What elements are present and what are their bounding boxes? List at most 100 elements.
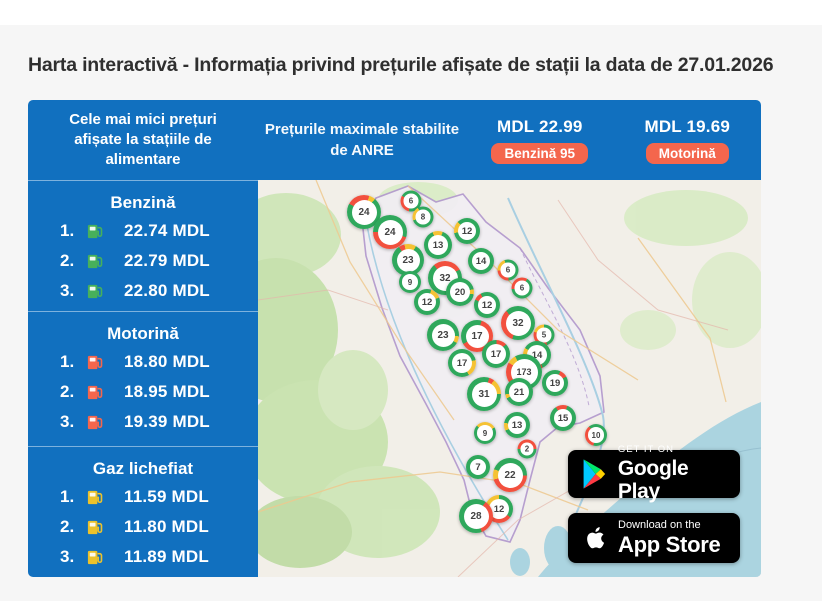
panel-header: Cele mai mici prețuri afișate la stațiil… [28, 100, 761, 180]
max-price-benzina-label: Benzină 95 [491, 142, 589, 164]
cluster-count: 23 [437, 329, 449, 341]
fuel-price-panel: Cele mai mici prețuri afișate la stațiil… [28, 100, 761, 577]
interactive-map[interactable]: 24 6 8 24 12 13 23 14 6 32 9 20 6 12 12 32 23 17 5 17 14 17 17… [258, 180, 761, 577]
station-cluster-marker[interactable]: 32 [501, 306, 535, 340]
cluster-count: 5 [541, 330, 547, 340]
station-cluster-marker[interactable]: 9 [399, 271, 421, 293]
price-value: 22.74 MDL [124, 221, 210, 240]
cluster-count: 9 [407, 277, 413, 287]
cluster-count: 31 [478, 388, 490, 400]
cluster-count: 12 [421, 296, 433, 308]
station-cluster-marker[interactable]: 17 [448, 349, 476, 377]
anre-max-prices-title: Prețurile maximale stabilite de ANRE [264, 121, 460, 159]
station-cluster-marker[interactable]: 24 [373, 215, 407, 249]
google-play-icon [583, 459, 606, 489]
fuel-pump-red-icon [87, 415, 103, 429]
fuel-pump-yellow-icon [87, 520, 103, 534]
cluster-count: 17 [490, 348, 502, 360]
station-cluster-marker[interactable]: 23 [427, 319, 459, 351]
cluster-count: 23 [402, 254, 414, 266]
station-cluster-marker[interactable]: 17 [482, 340, 510, 368]
station-cluster-marker[interactable]: 8 [412, 206, 434, 228]
station-cluster-marker[interactable]: 13 [504, 412, 530, 438]
station-cluster-marker[interactable]: 17 [461, 320, 493, 352]
station-cluster-marker[interactable]: 28 [459, 499, 493, 533]
rank-label: 1. [60, 352, 75, 371]
rank-label: 1. [60, 487, 75, 506]
lowest-price-row: 2. 11.80 MDL [28, 512, 258, 542]
fuel-pump-red-icon [87, 385, 103, 399]
station-cluster-marker[interactable]: 6 [511, 277, 533, 299]
station-cluster-marker[interactable]: 6 [497, 259, 519, 281]
app-store-badge[interactable]: Download on the App Store [568, 513, 740, 563]
price-value: 22.79 MDL [124, 251, 210, 270]
sidebar-section-motorina: Motorină 1. 18.80 MDL 2. 18.95 MDL 3. [28, 311, 258, 446]
station-cluster-marker[interactable]: 6 [400, 190, 422, 212]
lowest-prices-sidebar: Benzină 1. 22.74 MDL 2. 22.79 MDL 3. [28, 180, 258, 577]
fuel-pump-green-icon [87, 254, 103, 268]
cluster-count: 12 [493, 503, 505, 515]
cluster-count: 10 [591, 430, 601, 440]
station-cluster-marker[interactable]: 12 [474, 292, 500, 318]
price-value: 22.80 MDL [124, 281, 210, 300]
fuel-type-title: Benzină [110, 193, 176, 212]
cluster-count: 7 [475, 461, 481, 473]
apple-icon [587, 527, 605, 549]
rank-label: 2. [60, 517, 75, 536]
price-value: 11.89 MDL [124, 547, 209, 566]
station-cluster-marker[interactable]: 7 [466, 455, 490, 479]
station-cluster-marker[interactable]: 13 [424, 231, 452, 259]
rank-label: 3. [60, 281, 75, 300]
station-cluster-marker[interactable]: 9 [474, 422, 496, 444]
cluster-count: 173 [516, 367, 532, 377]
cluster-count: 13 [432, 239, 444, 251]
cluster-count: 2 [524, 444, 530, 454]
cluster-count: 17 [471, 330, 483, 342]
max-price-benzina-value: MDL 22.99 [496, 116, 583, 136]
lowest-price-row: 1. 11.59 MDL [28, 482, 258, 512]
max-price-motorina-label: Motorină [645, 142, 729, 164]
cluster-count: 8 [420, 212, 426, 222]
cluster-count: 28 [470, 510, 482, 522]
station-cluster-marker[interactable]: 31 [467, 377, 501, 411]
lowest-price-row: 2. 18.95 MDL [28, 377, 258, 407]
station-cluster-marker[interactable]: 14 [468, 248, 494, 274]
google-play-name: Google Play [617, 457, 689, 504]
station-cluster-marker[interactable]: 20 [446, 278, 474, 306]
cluster-count: 24 [358, 206, 370, 218]
station-cluster-marker[interactable]: 10 [585, 424, 607, 446]
station-cluster-marker[interactable]: 12 [414, 289, 440, 315]
max-price-benzina: MDL 22.99 Benzină 95 [466, 117, 614, 164]
station-cluster-marker[interactable]: 19 [542, 370, 568, 396]
cluster-count: 12 [461, 225, 473, 237]
fuel-pump-yellow-icon [87, 490, 103, 504]
station-cluster-marker[interactable]: 22 [493, 458, 527, 492]
google-play-badge[interactable]: GET IT ON Google Play [568, 444, 740, 503]
station-cluster-marker[interactable]: 23 [392, 244, 424, 276]
sidebar-section-benzina: Benzină 1. 22.74 MDL 2. 22.79 MDL 3. [28, 180, 258, 311]
cluster-count: 9 [482, 428, 488, 438]
sidebar-section-gaz: Gaz lichefiat 1. 11.59 MDL 2. 11.80 MDL … [28, 446, 258, 577]
top-whitespace [0, 0, 822, 25]
rank-label: 2. [60, 382, 75, 401]
price-value: 11.59 MDL [124, 487, 209, 506]
station-cluster-marker[interactable]: 12 [454, 218, 480, 244]
fuel-pump-yellow-icon [87, 550, 103, 564]
station-cluster-marker[interactable]: 5 [533, 324, 555, 346]
app-store-name: App Store [618, 531, 721, 557]
fuel-pump-green-icon [87, 284, 103, 298]
price-value: 11.80 MDL [124, 517, 209, 536]
station-cluster-marker[interactable]: 21 [505, 378, 533, 406]
lowest-price-row: 1. 18.80 MDL [28, 347, 258, 377]
lowest-price-row: 2. 22.79 MDL [28, 246, 258, 276]
price-value: 19.39 MDL [124, 412, 210, 431]
fuel-type-title: Motorină [107, 324, 179, 343]
cluster-count: 15 [557, 412, 569, 424]
station-cluster-marker[interactable]: 2 [517, 439, 537, 459]
station-cluster-marker[interactable]: 24 [347, 195, 381, 229]
lowest-price-row: 3. 11.89 MDL [28, 542, 258, 572]
cluster-count: 6 [408, 196, 414, 206]
cluster-count: 32 [439, 272, 451, 284]
station-cluster-marker[interactable]: 15 [550, 405, 576, 431]
lowest-price-row: 1. 22.74 MDL [28, 216, 258, 246]
